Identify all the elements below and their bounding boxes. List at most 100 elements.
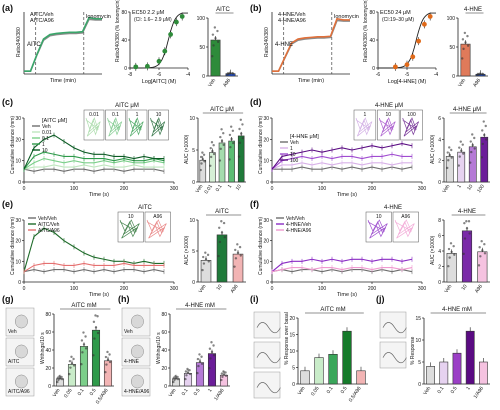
data-dot bbox=[238, 127, 241, 131]
x-category-label: 0.1 bbox=[77, 388, 86, 397]
legend-label: 10 bbox=[42, 148, 48, 154]
y-tick-label: 50 bbox=[449, 45, 455, 51]
data-dot bbox=[223, 236, 226, 239]
x-category-label: Veh bbox=[457, 78, 467, 89]
data-dot bbox=[470, 150, 473, 154]
dose-point bbox=[427, 14, 433, 19]
dose-point bbox=[156, 58, 162, 64]
y-tick-label: 0 bbox=[452, 74, 455, 80]
data-dot bbox=[238, 141, 242, 145]
data-dot bbox=[462, 152, 465, 155]
data-dot bbox=[104, 370, 107, 374]
agonist-label: AITC bbox=[27, 42, 41, 48]
x-category-label: 10 bbox=[235, 184, 243, 192]
y-tick-label: 4 bbox=[438, 137, 441, 143]
data-dot bbox=[108, 353, 111, 356]
data-dot bbox=[222, 132, 225, 135]
x-category-label: 1 bbox=[207, 388, 214, 394]
data-dot bbox=[58, 377, 62, 380]
data-dot bbox=[458, 155, 461, 158]
y-tick-label: 5 bbox=[418, 360, 421, 366]
data-dot bbox=[447, 159, 450, 162]
data-dot bbox=[448, 146, 451, 149]
data-dot bbox=[458, 146, 461, 149]
x-category-label: 0.5/A96 bbox=[95, 388, 110, 406]
y-axis-label: AUC (×1000) bbox=[430, 134, 436, 164]
bar-0.5 bbox=[342, 330, 352, 385]
y-tick-label: 80 bbox=[369, 10, 375, 16]
data-dot bbox=[221, 375, 224, 379]
thumb-trajectory bbox=[402, 117, 420, 137]
x-axis-label: Time (s) bbox=[89, 292, 109, 298]
data-dot bbox=[93, 337, 96, 340]
legend-label: 100 bbox=[290, 158, 299, 164]
data-dot bbox=[184, 370, 188, 373]
ec50-title: EC50 24 μM bbox=[380, 10, 411, 16]
chart-b-dose: 0 40 80 -6 -5 -4 EC50 24 μM(CI:19–30 μM) Log[4-… bbox=[363, 0, 438, 85]
data-dot bbox=[209, 146, 212, 150]
chart-e-auc: 0 5 10 Veh 10 A96 AITC AUC (×1000) bbox=[184, 209, 246, 294]
data-dot bbox=[218, 159, 222, 162]
x-category-label: 0.1 bbox=[215, 184, 224, 193]
panel-label-c: (c) bbox=[2, 97, 13, 107]
x-category-label: Veh bbox=[198, 284, 208, 295]
data-dot bbox=[478, 246, 481, 249]
data-dot bbox=[201, 151, 204, 154]
y-tick-label: 5 bbox=[292, 366, 295, 372]
data-dot bbox=[227, 72, 230, 76]
thumb-label: 10 bbox=[128, 214, 134, 220]
data-dot bbox=[104, 355, 108, 359]
bar-title: AITC μM bbox=[210, 107, 234, 113]
y-tick-label: 20 bbox=[15, 239, 21, 245]
dose-point bbox=[174, 19, 179, 25]
x-axis-label: Time (s) bbox=[89, 192, 109, 198]
y-axis-label: Cumulative distance (mm) bbox=[10, 116, 16, 174]
y-tick-label: 10 bbox=[15, 259, 21, 265]
thumb-trajectory bbox=[119, 219, 140, 239]
data-dot bbox=[208, 366, 211, 370]
data-dot bbox=[96, 331, 100, 335]
ec50-title: EC50 2.2 μM bbox=[132, 10, 165, 16]
data-dot bbox=[60, 375, 63, 379]
legend-label: AITC/Veh bbox=[38, 222, 60, 228]
dose-point bbox=[168, 32, 174, 37]
y-tick-label: 30 bbox=[15, 116, 21, 122]
data-dot bbox=[239, 118, 242, 121]
x-tick-label: -6 bbox=[376, 72, 381, 78]
data-dot bbox=[84, 335, 87, 338]
y-tick-label: 0 bbox=[372, 66, 375, 72]
y-tick-label: 20 bbox=[161, 366, 167, 372]
data-dot bbox=[481, 142, 484, 146]
x-tick-label: 200 bbox=[120, 286, 129, 292]
data-dot bbox=[92, 354, 95, 357]
bar-title: AITC mM bbox=[320, 307, 345, 313]
bar-0.5/A96 bbox=[356, 370, 366, 385]
data-dot bbox=[210, 141, 214, 144]
data-dot bbox=[222, 143, 225, 147]
data-dot bbox=[471, 143, 474, 147]
x-category-label: 1/A96 bbox=[213, 388, 226, 402]
y-tick-label: 80 bbox=[45, 312, 51, 318]
data-dot bbox=[240, 132, 243, 135]
panel-label-j: (j) bbox=[376, 294, 385, 304]
data-dot bbox=[206, 253, 210, 257]
x-axis-label: Log[4-HNE] (M) bbox=[388, 79, 427, 85]
legend-label: Veh/Veh bbox=[286, 216, 305, 222]
y-tick-label: 30 bbox=[15, 218, 21, 224]
data-dot bbox=[172, 376, 176, 379]
y-axis-label: Cumulative distance (mm) bbox=[258, 116, 264, 174]
x-category-label: Veh bbox=[422, 386, 432, 397]
data-dot bbox=[477, 264, 481, 267]
data-dot bbox=[94, 326, 98, 329]
data-dot bbox=[58, 375, 61, 378]
x-category-label: 0.1 bbox=[181, 388, 190, 397]
thumb-frame bbox=[377, 109, 400, 141]
panel-label-h: (h) bbox=[118, 294, 130, 304]
data-dot bbox=[446, 166, 449, 170]
trajectory-thumbnails: AITC μM 0.01 0.1 1 10 bbox=[83, 103, 169, 141]
x-category-label: A96 bbox=[472, 78, 482, 89]
data-dot bbox=[80, 339, 84, 342]
y-tick-label: 0 bbox=[438, 180, 441, 186]
data-dot bbox=[484, 124, 487, 128]
ec50-ci: (CI:19–30 μM) bbox=[382, 17, 414, 23]
